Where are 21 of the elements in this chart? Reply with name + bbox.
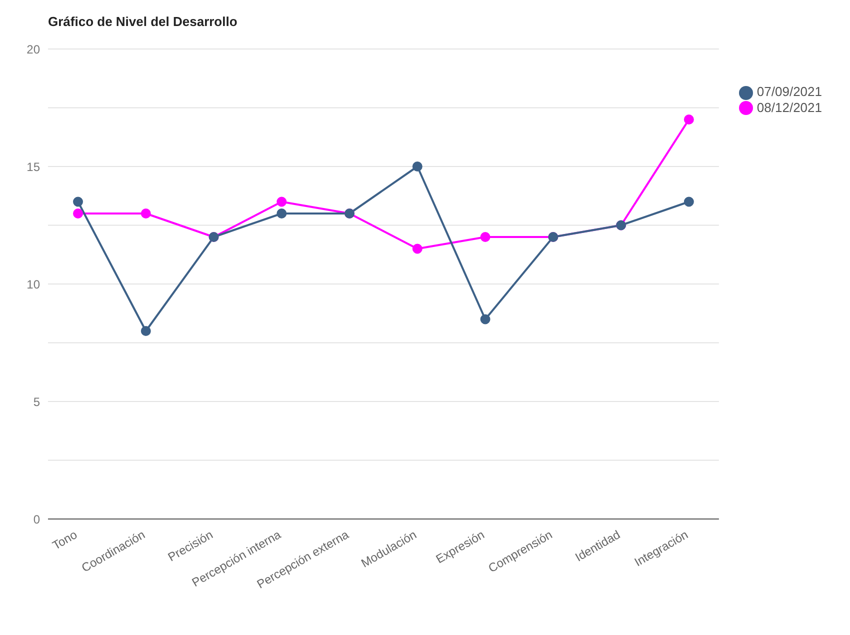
point [480,314,490,324]
legend-label: 08/12/2021 [756,100,822,115]
legend-label: 07/09/2021 [756,84,822,99]
point [140,208,151,218]
point [684,114,694,124]
point [480,232,490,242]
x-tick-label: Tono [50,527,80,553]
point [73,196,83,207]
point [276,208,287,218]
y-tick-label: 10 [26,277,40,292]
point [412,162,422,172]
point [684,196,694,207]
y-tick-label: 20 [26,42,40,56]
point [412,244,422,254]
y-tick-label: 0 [33,512,40,526]
point [73,208,83,218]
point [140,326,151,336]
point [276,196,287,207]
y-tick-label: 15 [26,160,40,174]
y-tick-label: 5 [33,394,40,409]
chart-title: Gráfico de Nivel del Desarrollo [48,14,238,29]
